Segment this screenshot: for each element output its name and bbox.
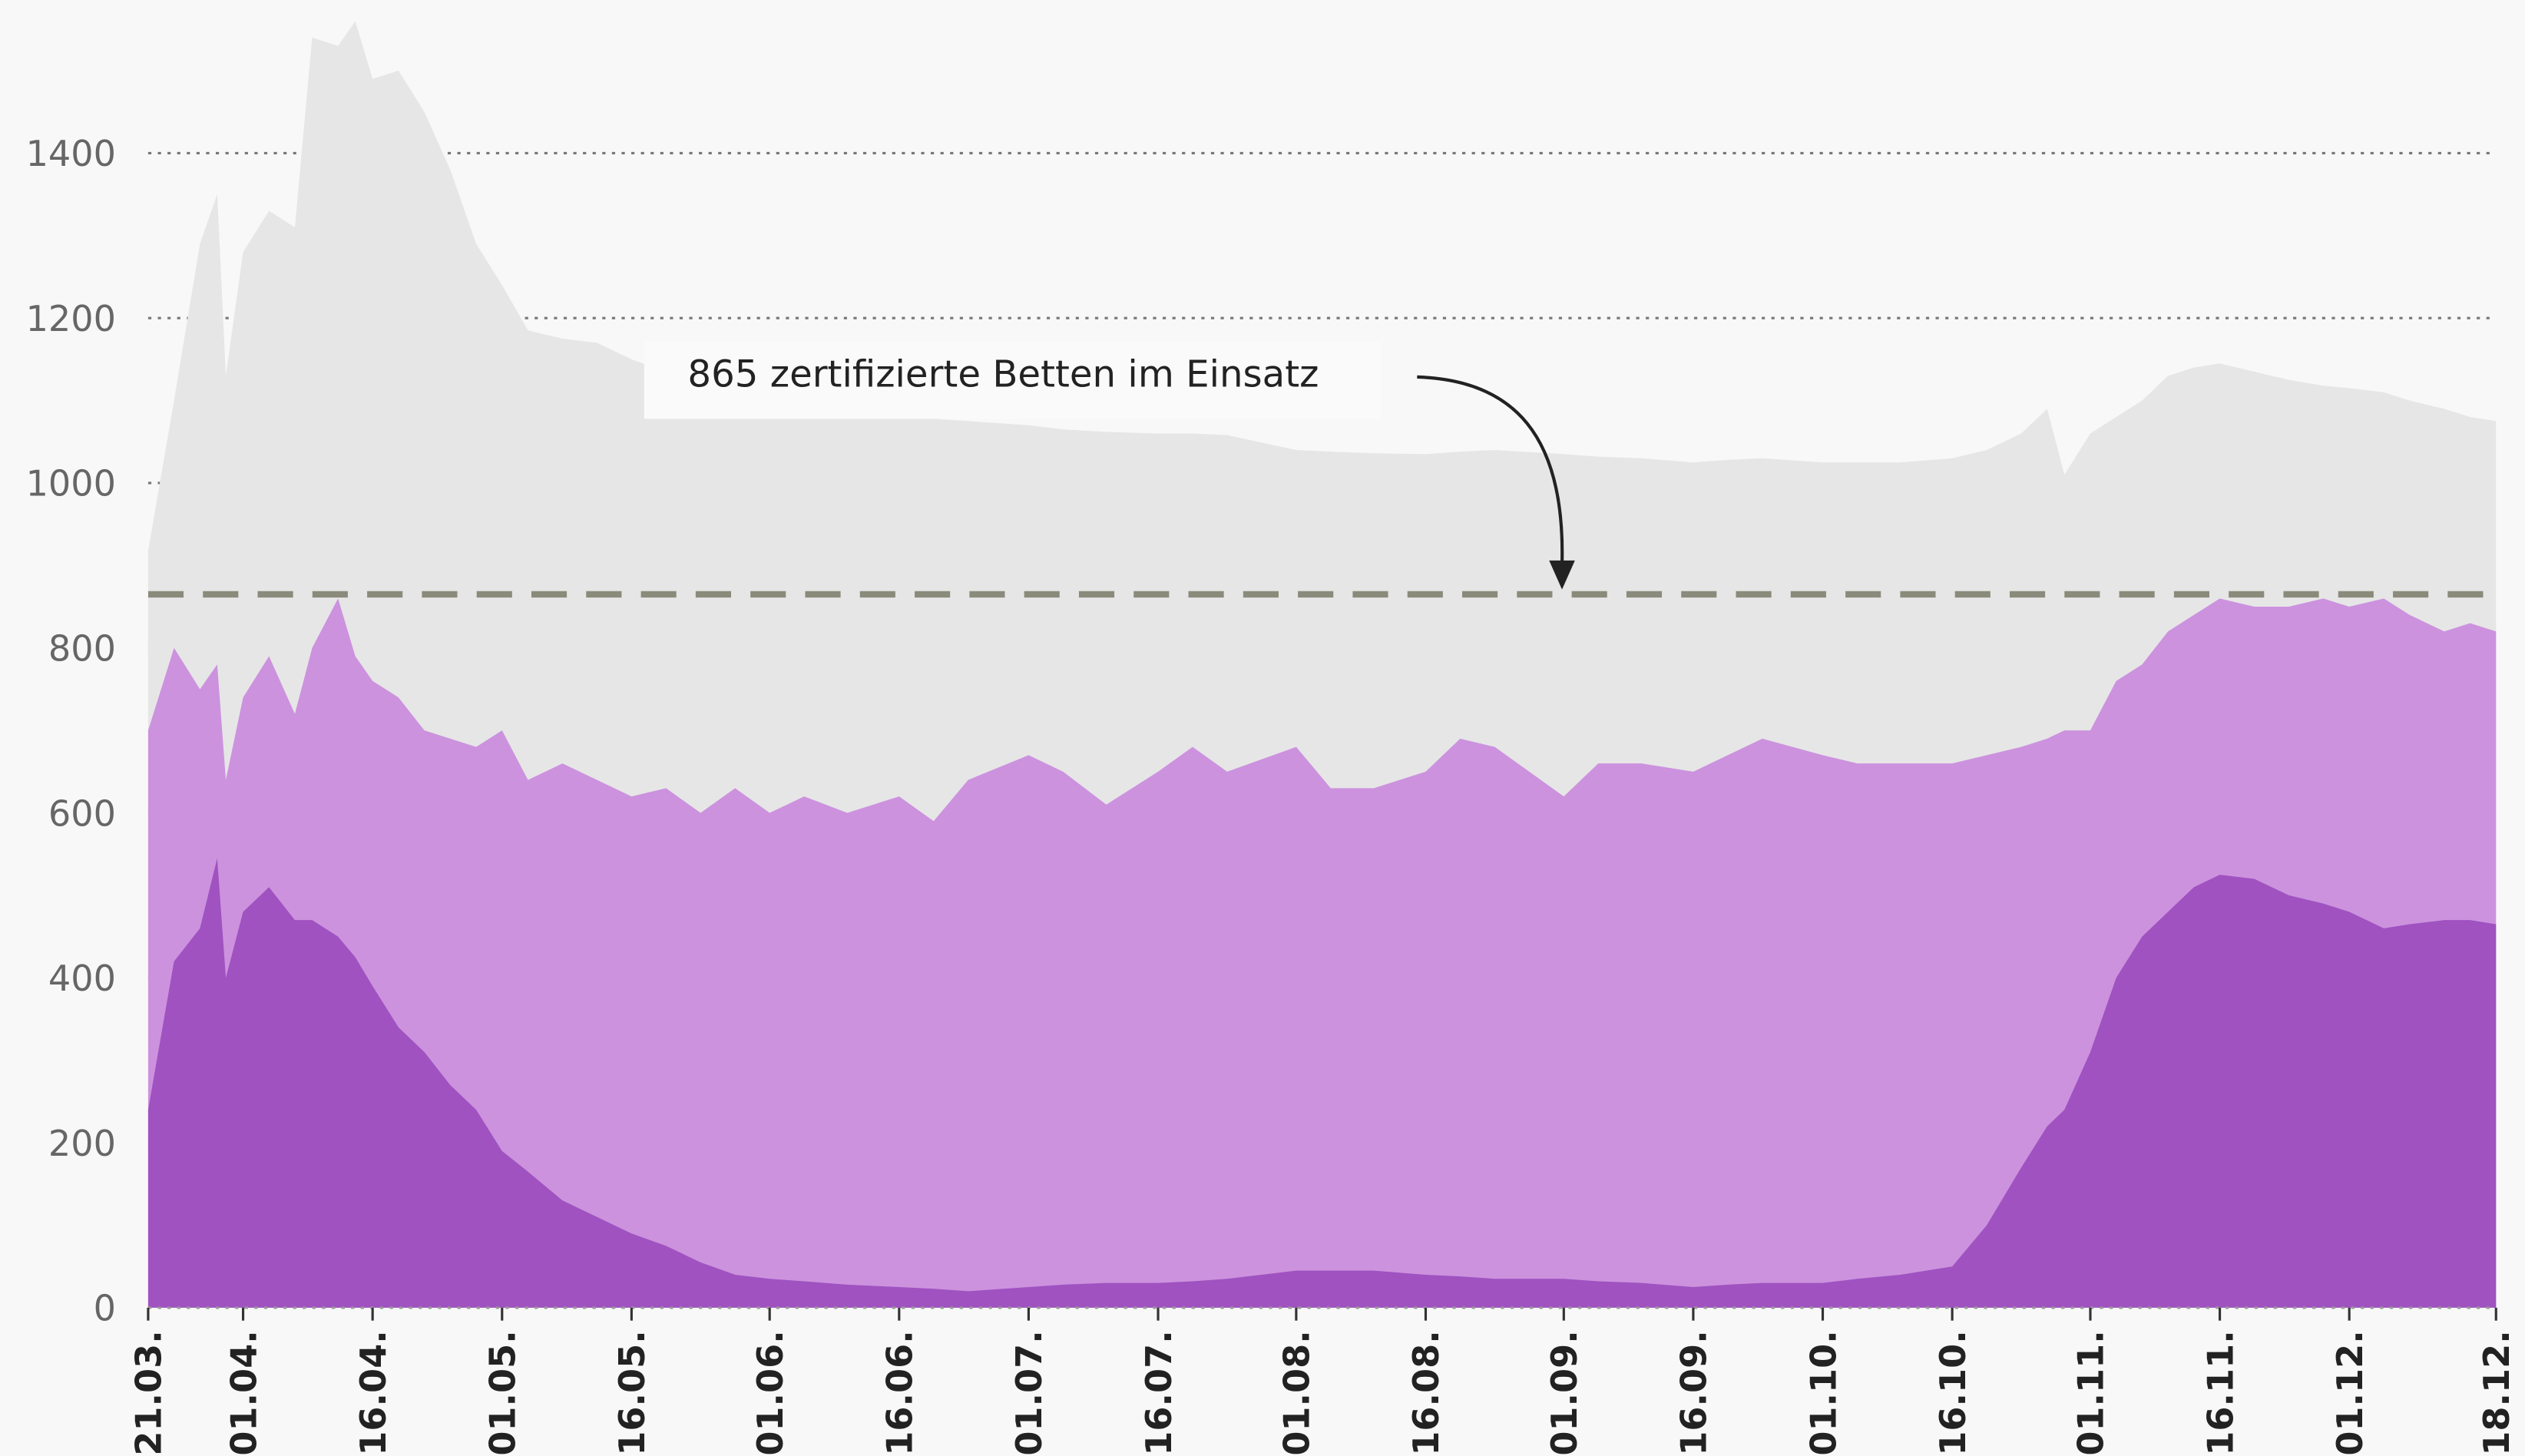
- y-tick-label: 0: [94, 1288, 116, 1329]
- y-tick-label: 400: [48, 958, 116, 999]
- x-tick-label: 01.08.: [1276, 1330, 1318, 1455]
- x-tick-label: 01.10.: [1802, 1330, 1844, 1455]
- x-tick-label: 01.05.: [482, 1330, 524, 1455]
- x-tick-label: 01.11.: [2070, 1330, 2112, 1455]
- areas: [147, 21, 2497, 1308]
- x-tick-label: 16.08.: [1405, 1330, 1447, 1455]
- annotation-box: [644, 341, 1382, 419]
- x-tick-label: 01.09.: [1544, 1330, 1585, 1455]
- x-tick-label: 16.10.: [1932, 1330, 1974, 1455]
- x-tick-label: 16.05.: [611, 1330, 653, 1455]
- y-tick-label: 1000: [26, 463, 116, 505]
- x-tick-label: 16.09.: [1673, 1330, 1715, 1455]
- y-tick-label: 800: [48, 628, 116, 670]
- y-tick-label: 200: [48, 1123, 116, 1164]
- x-tick-label: 16.11.: [2199, 1330, 2241, 1455]
- area: [147, 598, 2497, 1308]
- arrow-head: [1549, 560, 1575, 590]
- x-tick-label: 18.12.: [2476, 1330, 2517, 1455]
- y-tick-label: 1200: [26, 298, 116, 339]
- x-tick-label: 16.07.: [1138, 1330, 1180, 1455]
- annotation-arrow: [1417, 375, 1564, 564]
- x-tick-label: 01.12.: [2329, 1330, 2371, 1455]
- x-tick-label: 01.07.: [1008, 1330, 1050, 1455]
- x-tick-label: 16.04.: [352, 1330, 394, 1455]
- x-tick-label: 16.06.: [879, 1330, 921, 1455]
- x-tick-label: 21.03.: [128, 1330, 170, 1455]
- axes: 0 200 400 600 800 1000 1200 1400 21.03. 01.04. 16.…: [26, 133, 2517, 1456]
- y-tick-label: 600: [48, 793, 116, 834]
- y-tick-label: 1400: [26, 133, 116, 174]
- annotation: 865 zertifizierte Betten im Einsatz: [687, 352, 1319, 395]
- x-tick-label: 01.04.: [223, 1330, 264, 1455]
- x-tick-label: 01.06.: [750, 1330, 791, 1455]
- area: [147, 858, 2497, 1308]
